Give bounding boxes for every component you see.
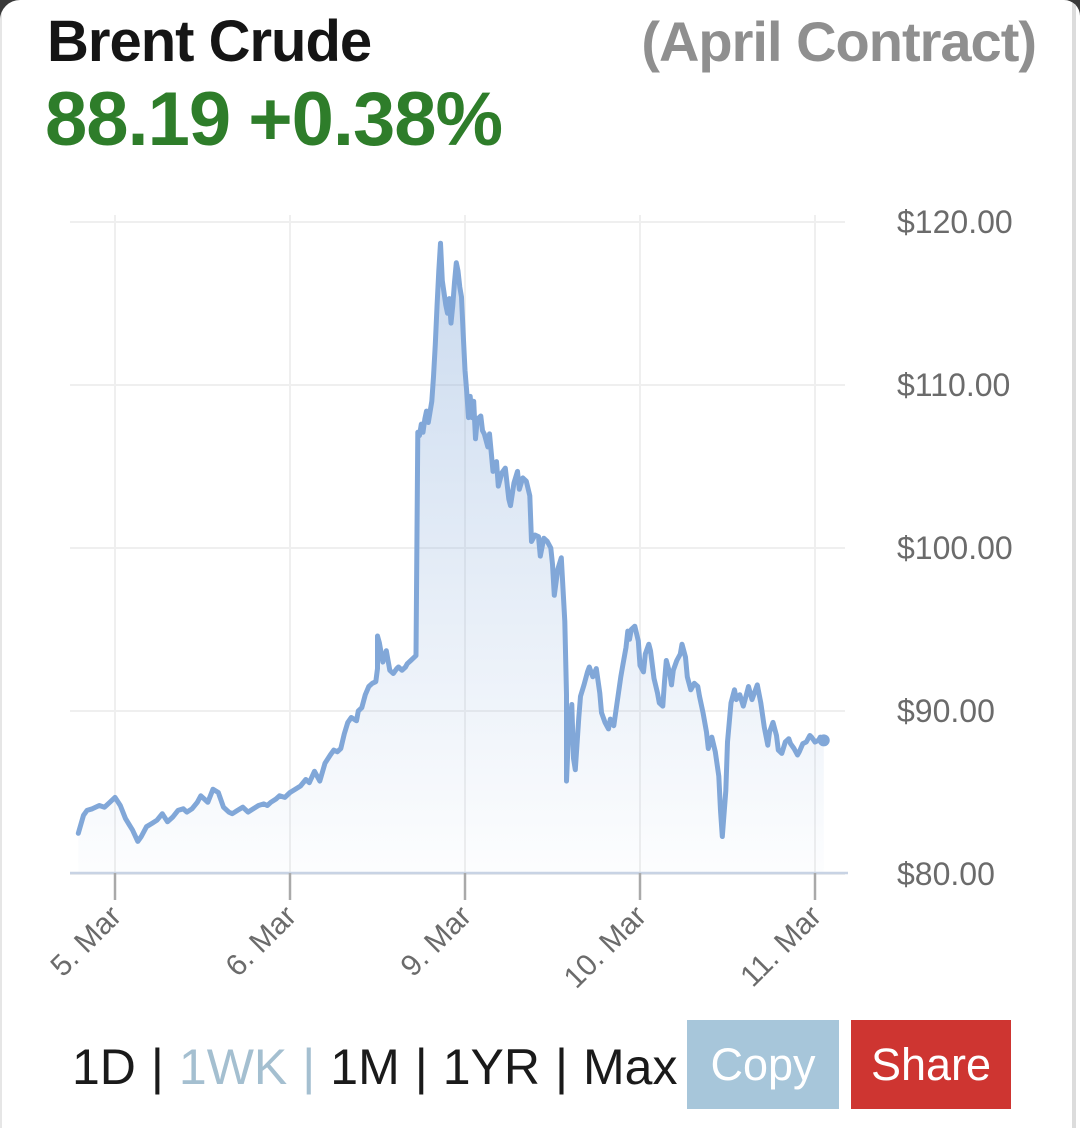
screen-right-edge [1072,0,1076,1128]
svg-text:$90.00: $90.00 [897,693,995,729]
contract-label: (April Contract) [641,10,1037,73]
svg-text:$110.00: $110.00 [897,367,1010,403]
price-row: 88.19 +0.38% [45,76,503,163]
svg-text:9. Mar: 9. Mar [394,900,477,983]
svg-text:$100.00: $100.00 [897,530,1013,566]
svg-text:11. Mar: 11. Mar [734,900,828,994]
range-option-1m[interactable]: 1M [330,1039,400,1095]
range-separator: | [555,1039,569,1095]
svg-text:6. Mar: 6. Mar [219,900,302,983]
copy-button-label: Copy [710,1038,816,1090]
range-separator: | [302,1039,316,1095]
share-button-label: Share [870,1038,992,1090]
screen-left-edge [0,0,2,1128]
range-separator: | [414,1039,428,1095]
price-chart: 5. Mar 6. Mar 9. Mar 10. Mar 11. Mar $120.00 $… [44,204,1013,995]
range-separator: | [150,1039,164,1095]
svg-text:$80.00: $80.00 [897,856,995,892]
price-change-percent: +0.38% [248,77,503,162]
last-price: 88.19 [45,77,231,162]
range-option-1wk[interactable]: 1WK [178,1039,288,1095]
svg-text:$120.00: $120.00 [897,204,1013,240]
range-option-max[interactable]: Max [583,1039,678,1095]
range-option-1d[interactable]: 1D [72,1039,136,1095]
range-option-1yr[interactable]: 1YR [442,1039,541,1095]
share-button[interactable]: Share [851,1020,1011,1109]
page-title: Brent Crude [47,9,372,74]
copy-button[interactable]: Copy [687,1020,839,1109]
time-range-selector: 1D | 1WK | 1M | 1YR | Max [72,1038,677,1096]
quote-header: Brent Crude (April Contract) [47,9,1037,74]
svg-text:10. Mar: 10. Mar [558,900,653,995]
svg-text:5. Mar: 5. Mar [44,900,127,983]
